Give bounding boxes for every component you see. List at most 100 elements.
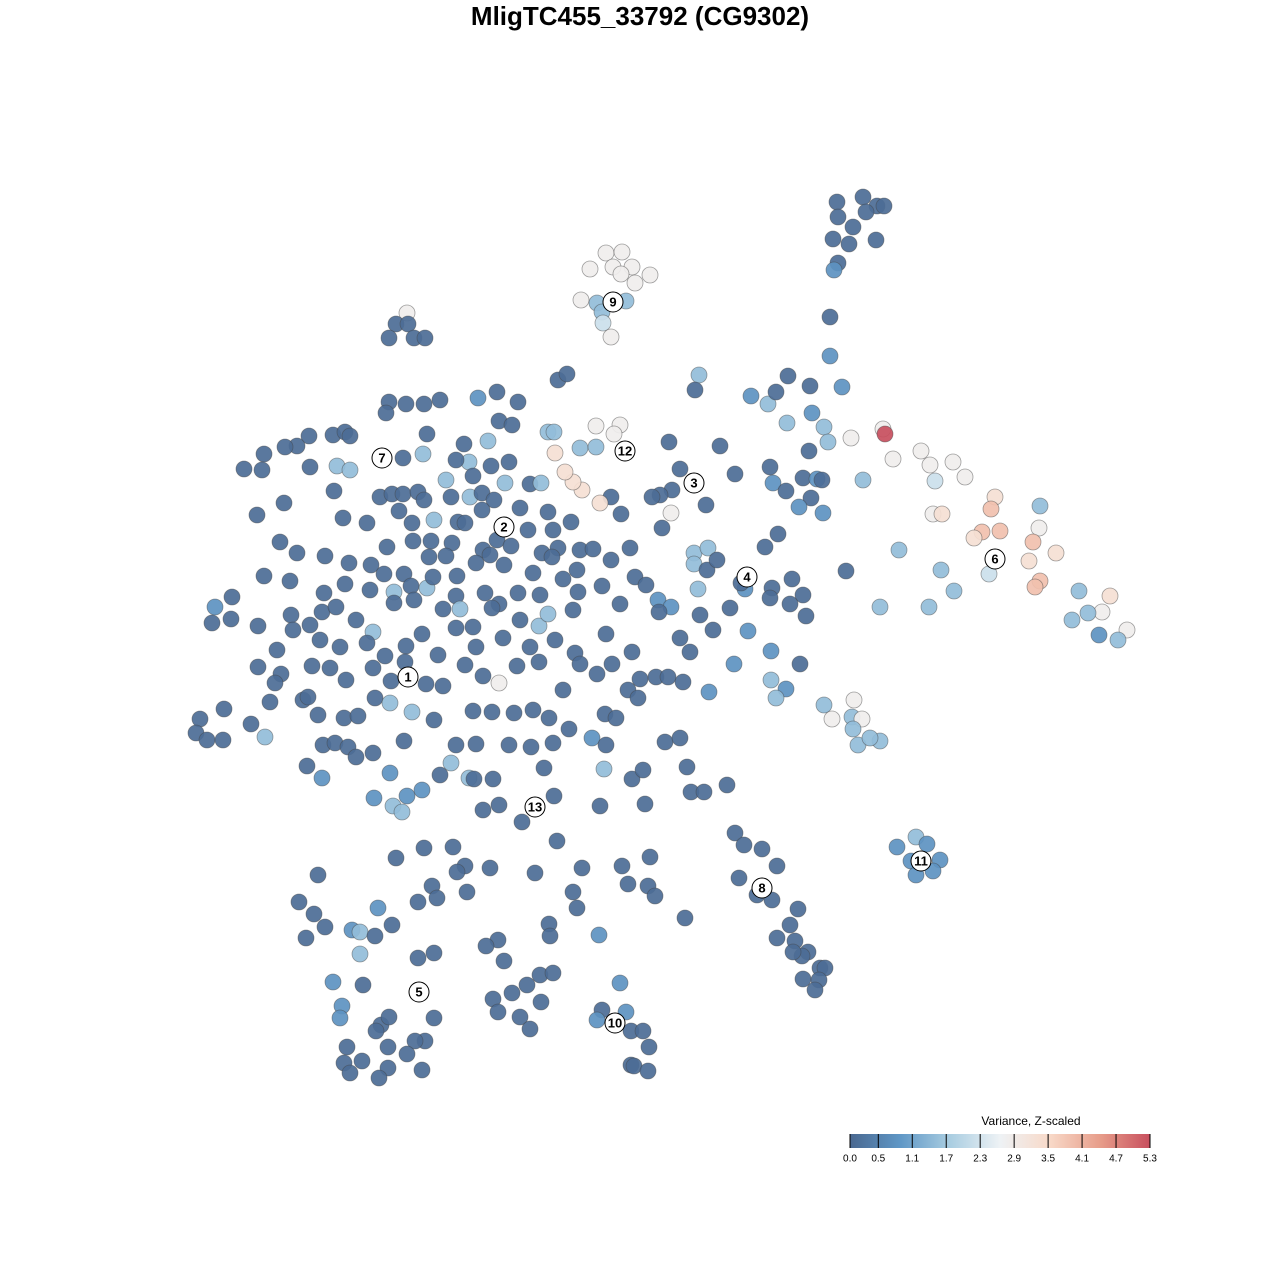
cluster-label: 9 bbox=[609, 294, 616, 309]
point bbox=[431, 391, 449, 409]
point bbox=[783, 570, 801, 588]
point bbox=[595, 760, 613, 778]
point bbox=[837, 562, 855, 580]
colorbar-tick-label: 0.0 bbox=[843, 1154, 857, 1165]
point bbox=[762, 671, 780, 689]
point bbox=[753, 840, 771, 858]
point bbox=[806, 981, 824, 999]
cluster-label: 7 bbox=[378, 450, 385, 465]
point bbox=[281, 572, 299, 590]
point bbox=[325, 482, 343, 500]
cluster-label: 2 bbox=[500, 519, 507, 534]
point bbox=[425, 944, 443, 962]
point bbox=[331, 638, 349, 656]
point bbox=[420, 548, 438, 566]
point bbox=[447, 451, 465, 469]
point bbox=[845, 691, 863, 709]
point bbox=[759, 395, 777, 413]
point bbox=[524, 564, 542, 582]
point bbox=[640, 1038, 658, 1056]
point bbox=[215, 700, 233, 718]
point bbox=[526, 864, 544, 882]
point bbox=[588, 1011, 606, 1029]
point bbox=[485, 491, 503, 509]
point bbox=[275, 494, 293, 512]
point bbox=[424, 568, 442, 586]
point bbox=[361, 581, 379, 599]
point bbox=[479, 432, 497, 450]
point bbox=[276, 438, 294, 456]
point bbox=[739, 622, 757, 640]
point bbox=[282, 606, 300, 624]
point bbox=[518, 976, 536, 994]
point bbox=[415, 395, 433, 413]
point bbox=[854, 188, 872, 206]
point bbox=[483, 599, 501, 617]
point bbox=[341, 1064, 359, 1082]
colorbar-tick-label: 2.9 bbox=[1007, 1154, 1021, 1165]
point bbox=[522, 738, 540, 756]
point bbox=[490, 796, 508, 814]
point bbox=[505, 704, 523, 722]
point bbox=[815, 418, 833, 436]
point bbox=[790, 498, 808, 516]
point bbox=[926, 472, 944, 490]
point bbox=[991, 522, 1009, 540]
point bbox=[671, 629, 689, 647]
point bbox=[1026, 578, 1044, 596]
point bbox=[718, 776, 736, 794]
point bbox=[544, 734, 562, 752]
point bbox=[571, 439, 589, 457]
point bbox=[689, 580, 707, 598]
point bbox=[235, 460, 253, 478]
point bbox=[699, 539, 717, 557]
point bbox=[956, 468, 974, 486]
point bbox=[474, 667, 492, 685]
point bbox=[297, 929, 315, 947]
point bbox=[888, 838, 906, 856]
point bbox=[347, 748, 365, 766]
point bbox=[602, 551, 620, 569]
point bbox=[676, 909, 694, 927]
point bbox=[653, 519, 671, 537]
point bbox=[261, 693, 279, 711]
point bbox=[495, 952, 513, 970]
point bbox=[708, 551, 726, 569]
point bbox=[735, 836, 753, 854]
point bbox=[597, 625, 615, 643]
point bbox=[467, 554, 485, 572]
point bbox=[1031, 497, 1049, 515]
point bbox=[794, 469, 812, 487]
point bbox=[583, 729, 601, 747]
point bbox=[370, 1069, 388, 1087]
point bbox=[912, 442, 930, 460]
point bbox=[256, 728, 274, 746]
point bbox=[840, 235, 858, 253]
point bbox=[871, 598, 889, 616]
point bbox=[711, 437, 729, 455]
point bbox=[500, 453, 518, 471]
point bbox=[402, 577, 420, 595]
point bbox=[824, 230, 842, 248]
point bbox=[541, 927, 559, 945]
point bbox=[982, 500, 1000, 518]
point bbox=[222, 610, 240, 628]
point bbox=[593, 577, 611, 595]
point bbox=[857, 203, 875, 221]
point bbox=[397, 395, 415, 413]
point bbox=[571, 655, 589, 673]
point bbox=[965, 529, 983, 547]
point bbox=[569, 583, 587, 601]
point bbox=[612, 505, 630, 523]
point bbox=[394, 485, 412, 503]
point bbox=[546, 444, 564, 462]
point bbox=[1101, 587, 1119, 605]
point bbox=[634, 761, 652, 779]
point bbox=[802, 489, 820, 507]
point bbox=[508, 657, 526, 675]
point bbox=[535, 759, 553, 777]
point bbox=[543, 548, 561, 566]
point bbox=[524, 701, 542, 719]
point bbox=[380, 1008, 398, 1026]
point bbox=[726, 465, 744, 483]
